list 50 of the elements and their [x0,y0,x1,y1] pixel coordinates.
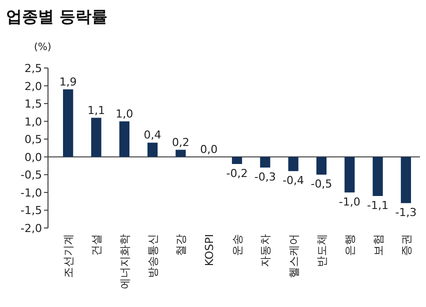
bar [119,121,130,157]
x-tick-label: 반도체 [315,234,328,267]
data-label: 1,9 [59,75,77,88]
x-tick-label: 보험 [372,234,385,256]
bar [316,156,327,175]
x-tick-label: 방송통신 [146,234,160,278]
x-tick-label: KOSPI [202,234,216,266]
data-label: -0,5 [310,178,332,191]
bar [400,156,411,204]
data-label: -1,0 [338,195,360,208]
x-tick-label: 운송 [231,234,244,256]
x-tick-label: 건설 [90,234,104,256]
data-label: -1,1 [367,199,389,212]
bar [232,156,242,164]
x-tick-label: 증권 [400,234,413,256]
bar [63,89,74,157]
y-tick-label: -0,5 [20,168,42,182]
y-tick-label: 2,5 [24,62,42,75]
bar [147,142,158,157]
bar [288,156,298,172]
x-tick-label: 철강 [174,234,188,256]
data-label: 0,2 [172,136,190,149]
y-tick-label: 1,0 [24,115,42,128]
bar [372,156,383,196]
x-tick-label: 조선기계 [62,234,76,278]
x-tick-label: 헬스케어 [287,234,300,278]
y-tick-label: -1,0 [20,186,42,200]
data-label: 0,4 [144,128,162,142]
bar [176,150,186,157]
data-label: -0,4 [282,174,304,188]
y-tick-label: 0,5 [24,133,42,146]
bar [91,118,102,157]
bar [260,156,270,168]
data-label: 1,0 [116,107,134,120]
x-tick-label: 자동차 [259,234,272,267]
x-tick-label: 은행 [344,234,357,256]
y-tick-label: 1,5 [24,98,42,111]
y-tick-label: 2,0 [24,80,42,93]
data-label: -1,3 [395,206,417,220]
data-label: 1,1 [87,104,105,117]
x-tick-label: 에너지화학 [118,234,132,289]
bar [344,156,355,192]
y-axis-title: (%) [34,42,52,53]
data-label: -0,3 [254,170,276,184]
data-label: -0,2 [226,167,248,180]
y-tick-label: 0,0 [24,150,42,164]
y-tick-label: -1,5 [20,204,42,218]
y-tick-label: -2,0 [20,222,42,235]
data-label: 0,0 [200,142,218,156]
chart-title: 업종별 등락률 [6,7,108,26]
